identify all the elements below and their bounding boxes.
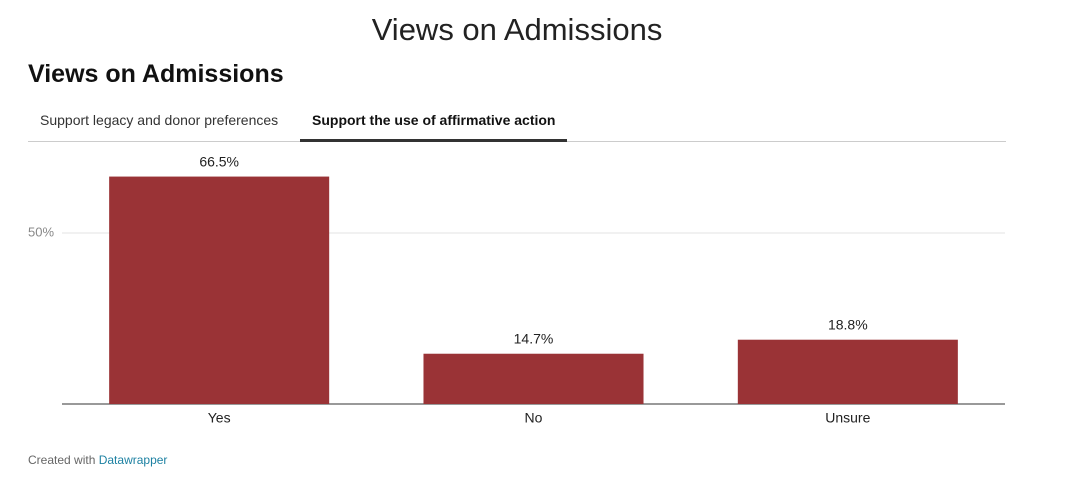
tab-active[interactable]: Support the use of affirmative action — [300, 103, 568, 142]
bar — [423, 353, 644, 404]
chart-title: Views on Admissions — [28, 60, 284, 88]
footer-text: Created with — [28, 453, 96, 467]
footer: Created with Datawrapper — [28, 453, 167, 467]
y-tick-label: 50% — [28, 224, 54, 239]
tab[interactable]: Support legacy and donor preferences — [40, 112, 279, 128]
value-label: 14.7% — [514, 330, 554, 346]
x-tick-label: Unsure — [825, 410, 870, 426]
x-tick-label: No — [525, 410, 543, 426]
bar — [737, 339, 958, 404]
value-label: 66.5% — [199, 153, 239, 169]
page-title: Views on Admissions — [371, 12, 663, 47]
value-label: 18.8% — [828, 316, 868, 332]
tab-bar: Support legacy and donor preferences Sup… — [28, 103, 1006, 142]
bar — [109, 176, 330, 404]
x-tick-label: Yes — [208, 410, 231, 426]
footer-link[interactable]: Datawrapper — [98, 453, 168, 467]
